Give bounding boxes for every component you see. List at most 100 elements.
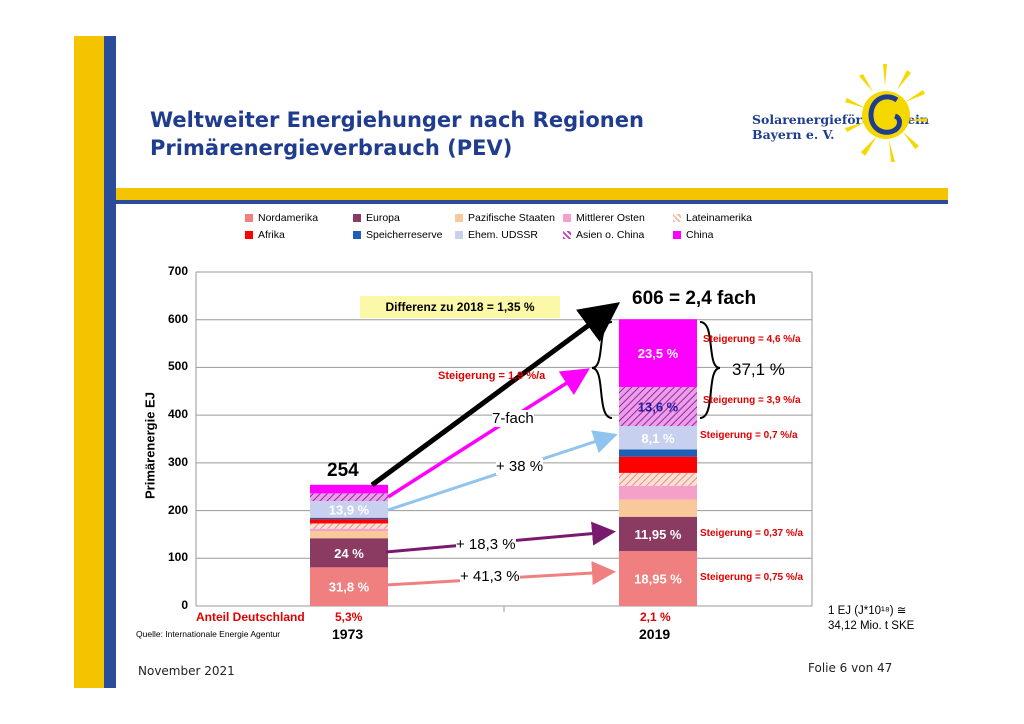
legend-label: Speicherreserve — [366, 229, 443, 241]
legend-swatch — [455, 231, 463, 239]
decor-yellow-bar-top — [116, 188, 948, 200]
nordamerika-growth-label: Steigerung = 0,75 %/a — [700, 572, 804, 583]
legend-item-china: China — [673, 229, 713, 241]
bar-data-label: 23,5 % — [638, 346, 679, 361]
arrow-china-label: 7-fach — [492, 410, 534, 427]
bar-segment-china-1973 — [310, 484, 388, 494]
x-tick-1973: 1973 — [332, 626, 364, 642]
legend-item-afrika: Afrika — [245, 229, 285, 241]
legend-swatch — [673, 214, 681, 222]
bar-segment-europa-2019 — [619, 516, 697, 552]
asien-growth-label: Steigerung = 3,9 %/a — [703, 395, 801, 406]
legend-label: Europa — [366, 212, 400, 224]
bar-segment-nordamerika-1973 — [310, 567, 388, 606]
udssr-growth-label: Steigerung = 0,7 %/a — [700, 430, 798, 441]
unit-note-line2: 34,12 Mio. t SKE — [828, 620, 915, 632]
china-growth-arrow — [387, 368, 590, 499]
growth-total-label: Steigerung = 1,9 %/a — [438, 370, 546, 382]
anteil-1973: 5,3% — [335, 610, 363, 624]
legend-swatch — [563, 231, 571, 239]
unit-note-line1: 1 EJ (J*10¹⁸) ≅ — [828, 605, 907, 617]
bar-data-label: 13,6 % — [638, 400, 679, 415]
bar-segment-mittlerer-osten-1973 — [310, 528, 388, 532]
legend-item-pazifische-staaten: Pazifische Staaten — [455, 212, 555, 224]
legend-item-nordamerika: Nordamerika — [245, 212, 318, 224]
legend-item-mittlerer-osten: Mittlerer Osten — [563, 212, 645, 224]
legend-item-ehem-udssr: Ehem. UDSSR — [455, 229, 538, 241]
y-tick-label: 100 — [167, 550, 188, 565]
bar-segment-asien-o-china-2019 — [619, 386, 697, 427]
y-tick-label: 400 — [167, 407, 188, 422]
legend-swatch — [455, 214, 463, 222]
arrow-nordamerika-label: + 41,3 % — [460, 568, 520, 585]
legend-swatch — [673, 231, 681, 239]
bar-data-label: 18,95 % — [634, 572, 682, 587]
asia-share-label: 37,1 % — [732, 360, 785, 379]
legend-label: Afrika — [258, 229, 285, 241]
y-tick-label: 600 — [167, 311, 188, 326]
legend-label: Pazifische Staaten — [468, 212, 555, 224]
legend-label: Ehem. UDSSR — [468, 229, 539, 241]
legend-swatch — [353, 214, 361, 222]
decor-blue-bar-top — [116, 200, 948, 204]
total-2019: 606 = 2,4 fach — [632, 288, 757, 309]
legend-label: Mittlerer Osten — [576, 212, 645, 224]
right-brace — [699, 321, 721, 419]
footer-date: November 2021 — [138, 664, 235, 678]
anteil-2019: 2,1 % — [640, 610, 671, 624]
total-1973: 254 — [327, 460, 359, 481]
unit-note: 1 EJ (J*10¹⁸) ≅ 34,12 Mio. t SKE — [828, 604, 914, 634]
bar-data-label: 24 % — [334, 546, 364, 561]
anteil-label: Anteil Deutschland — [196, 610, 305, 624]
bar-data-label: 11,95 % — [635, 527, 682, 542]
legend-label: Lateinamerika — [686, 212, 752, 224]
logo-line2: Bayern e. V. — [752, 127, 835, 142]
footer-page: Folie 6 von 47 — [808, 661, 893, 675]
bar-segment-pazifische-staaten-1973 — [310, 531, 388, 539]
legend-label: Nordamerika — [258, 212, 319, 224]
china-growth-label: Steigerung = 4,6 %/a — [703, 334, 801, 345]
bar-data-label: 13,9 % — [329, 502, 370, 517]
y-tick-label: 200 — [167, 502, 188, 517]
chart-legend: Nordamerika Europa Pazifische Staaten Mittl… — [245, 212, 805, 246]
slide-title-line2: Primärenergieverbrauch (PEV) — [150, 136, 513, 160]
bar-segment-nordamerika-2019 — [619, 551, 697, 606]
legend-label: China — [686, 229, 714, 241]
bar-data-label: 8,1 % — [641, 431, 675, 446]
sun-logo-icon — [845, 64, 927, 162]
y-axis-label: Primärenergie EJ — [142, 392, 158, 499]
legend-swatch — [353, 231, 361, 239]
left-brace — [591, 321, 613, 419]
decor-blue-bar-left — [104, 36, 116, 688]
legend-item-speicherreserve: Speicherreserve — [353, 229, 442, 241]
total-growth-arrow — [370, 302, 621, 488]
bar-segment-speicherreserve-1973 — [310, 517, 388, 520]
bar-segment-pazifische-staaten-2019 — [619, 499, 697, 517]
source-note: Quelle: Internationale Energie Agentur — [136, 629, 281, 639]
y-tick-label: 500 — [167, 359, 188, 374]
slide-title-line1: Weltweiter Energiehunger nach Regionen — [150, 108, 644, 132]
legend-item-asien-o-china: Asien o. China — [563, 229, 644, 241]
legend-item-europa: Europa — [353, 212, 400, 224]
europa-growth-label: Steigerung = 0,37 %/a — [700, 528, 804, 539]
y-tick-label: 0 — [181, 598, 188, 612]
bar-segment-lateinamerika-2019 — [619, 472, 697, 486]
y-tick-label: 700 — [167, 264, 188, 278]
bar-segment-speicherreserve-2019 — [619, 449, 697, 457]
legend-swatch — [245, 231, 253, 239]
bar-segment-afrika-2019 — [619, 456, 697, 473]
x-tick-2019: 2019 — [639, 626, 671, 642]
bar-segment-europa-1973 — [310, 538, 388, 568]
legend-item-lateinamerika: Lateinamerika — [673, 212, 752, 224]
arrow-udssr-label: + 38 % — [496, 458, 544, 475]
bar-segment-ehem-udssr-2019 — [619, 426, 697, 450]
bar-segment-asien-o-china-1973 — [310, 493, 388, 502]
legend-swatch — [563, 214, 571, 222]
difference-note: Differenz zu 2018 = 1,35 % — [360, 296, 560, 318]
bar-segment-china-2019 — [619, 319, 697, 387]
legend-label: Asien o. China — [576, 229, 645, 241]
legend-swatch — [245, 214, 253, 222]
bar-data-label: 31,8 % — [329, 580, 370, 595]
y-tick-label: 300 — [167, 454, 188, 469]
